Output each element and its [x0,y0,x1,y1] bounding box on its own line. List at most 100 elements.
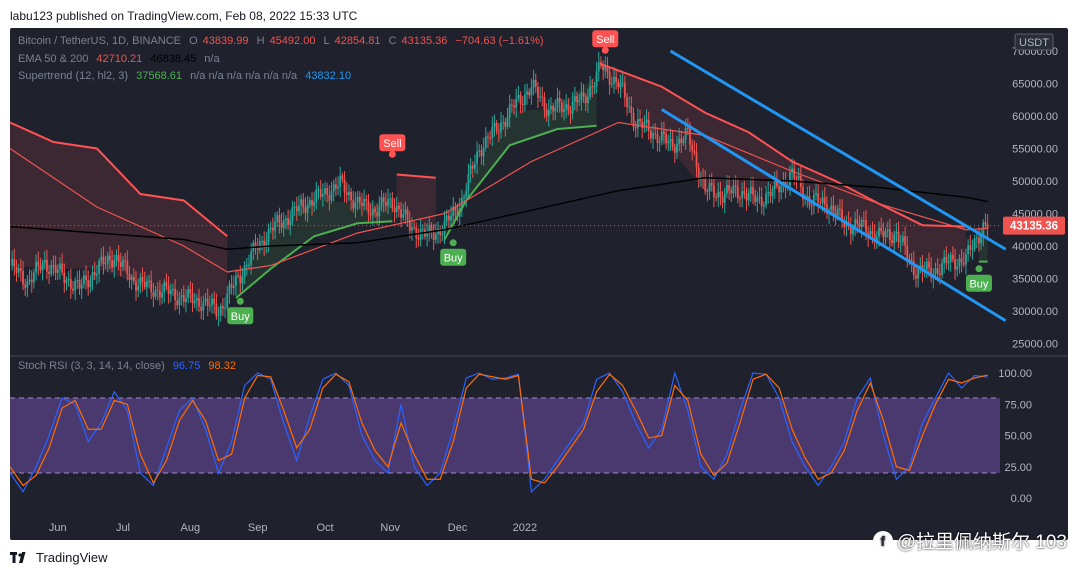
candle-up [228,284,231,294]
candle-up [100,256,103,261]
chart-frame[interactable]: Sell Buy Buy Sell Buy 25000.00 30000.00 35000.… [10,28,1068,540]
candle-up [380,197,383,207]
candle-down [150,280,153,293]
candle-up [669,138,672,142]
supertrend-fill-up [444,75,597,240]
candle-up [76,279,79,281]
candle-down [222,305,224,309]
candle-down [254,242,257,249]
candle-up [419,229,422,240]
candle-up [261,240,263,242]
chart-canvas[interactable]: Sell Buy Buy Sell Buy 25000.00 30000.00 35000.… [10,28,1068,540]
stoch-d-line [10,373,988,487]
candle-up [482,147,485,157]
candle-down [128,274,131,281]
candle-down [695,152,698,168]
channel-upper-line[interactable] [669,49,1007,251]
weibo-icon: f [872,530,893,551]
candle-up [115,255,118,261]
candle-down [413,227,415,229]
candle-down [239,275,242,284]
candle-up [902,236,904,242]
candle-down [569,111,572,114]
candle-up [363,198,366,206]
supertrend-line-down [10,121,228,238]
trend-channel [660,49,1007,323]
axes: 25000.0030000.0035000.0040000.0045000.00… [49,33,1065,534]
candle-up [956,266,959,270]
candle-down [858,223,861,228]
candle-up [619,83,622,88]
candle-up [878,227,880,237]
signal-dot [388,150,396,158]
tradingview-logo-icon [10,551,26,563]
time-axis-tick: Dec [448,522,468,534]
candle-up [628,106,631,108]
supertrend-line-down [396,173,436,179]
candle-up [717,191,720,198]
candle-up [515,98,518,108]
candle-up [337,186,339,189]
candle-up [324,188,326,194]
candle-down [567,104,570,112]
candle-down [793,168,796,179]
candle-down [263,240,266,248]
candle-down [560,102,563,112]
time-axis-tick: Jun [49,522,67,534]
candle-up [812,194,815,206]
candle-down [702,178,704,180]
tradingview-brand[interactable]: TradingView [36,550,108,565]
candle-down [271,227,274,231]
candle-up [250,251,253,265]
candle-down [736,186,739,199]
candle-up [556,98,559,108]
candle-down [191,293,194,304]
candle-down [697,167,700,181]
candle-up [476,151,479,164]
candle-up [245,265,248,267]
candle-up [300,199,303,206]
candle-down [634,126,637,129]
candle-down [832,205,835,213]
candle-down [124,260,127,262]
candle-up [224,307,226,309]
candle-up [232,285,235,288]
candle-down [888,229,891,240]
candle-down [904,236,906,246]
candle-up [947,261,950,263]
candle-up [732,185,735,194]
candle-down [174,288,177,301]
candle-down [156,289,159,291]
candle-down [415,227,418,239]
candle-up [50,265,53,275]
ema50-value: 42710.21 [96,53,143,65]
candle-up [96,273,98,276]
candle-up [773,180,776,189]
channel-lower-line[interactable] [660,108,1007,323]
candle-up [506,117,509,127]
candle-down [189,288,192,294]
candle-down [311,200,313,206]
candle-up [187,288,190,299]
ema200-value: 46838.45 [150,53,197,65]
candle-down [841,209,843,223]
candle-up [26,281,29,288]
candle-down [46,259,48,272]
candle-down [345,192,348,195]
candle-down [489,137,492,139]
candle-up [563,108,565,112]
candle-up [298,205,300,212]
currency-badge[interactable] [1014,33,1054,51]
price-axis-tick: 35000.00 [1012,274,1058,286]
candle-down [167,286,170,295]
candle-up [59,263,61,270]
candle-up [274,221,276,231]
candle-up [426,233,429,237]
sell-signal-label: Sell [596,34,614,46]
price-axis-tick: 60000.00 [1012,111,1058,123]
candle-up [291,207,294,221]
candle-up [467,174,470,192]
candle-down [689,128,691,145]
candle-down [69,279,72,289]
candle-up [587,96,589,104]
